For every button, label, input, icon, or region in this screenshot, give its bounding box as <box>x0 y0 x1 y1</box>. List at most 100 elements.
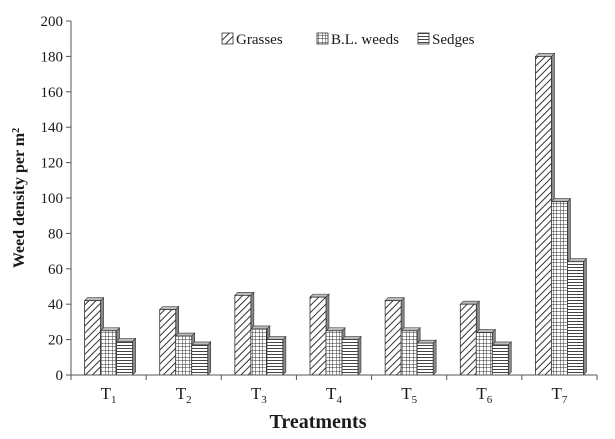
bar-top-face <box>416 339 437 344</box>
x-tick-label-sub: 4 <box>336 394 342 406</box>
legend-item-grasses: Grasses <box>221 32 283 48</box>
bar-top-face <box>550 198 572 202</box>
x-tick-label: T5 <box>401 384 417 406</box>
bar-front-face <box>400 330 418 376</box>
bar-front-face <box>416 342 434 376</box>
bar-side-face <box>432 339 437 376</box>
bar-top-face <box>491 341 513 346</box>
bar-side-face <box>282 335 287 376</box>
bar-front-face <box>551 201 568 376</box>
bar-top-face <box>158 306 180 310</box>
bar-top-face <box>115 338 137 342</box>
bars-group <box>83 52 588 376</box>
x-tick-label: T3 <box>251 384 267 406</box>
bar-sedges-2 <box>190 341 212 376</box>
y-tick-label: 60 <box>48 262 63 278</box>
bar-top-face <box>83 297 105 301</box>
y-tick-label: 120 <box>41 156 64 172</box>
x-tick-label-base: T <box>101 384 112 403</box>
legend-label: Grasses <box>236 32 283 48</box>
y-tick-label: 100 <box>41 191 64 207</box>
y-axis-label-sup: 2 <box>11 128 22 133</box>
bar-top-face <box>459 300 481 305</box>
bar-front-face <box>116 340 133 376</box>
legend-swatch <box>417 32 430 45</box>
bar-top-face <box>99 327 121 332</box>
bar-top-face <box>384 297 405 301</box>
x-ticks-group: T1 T2 T3 T4 T5 T6 T7 <box>70 375 598 406</box>
bar-front-face <box>250 328 268 376</box>
x-tick-label-sub: 1 <box>111 394 117 406</box>
legend-label: B.L. weeds <box>331 32 399 48</box>
bar-front-face <box>384 300 402 376</box>
bar-front-face <box>325 330 343 376</box>
legend-swatch <box>221 32 234 45</box>
x-tick-label-base: T <box>401 384 412 403</box>
y-tick-label: 160 <box>41 85 64 101</box>
bar-top-face <box>400 327 421 332</box>
x-tick-label: T1 <box>101 384 117 406</box>
bar-sedges-3 <box>266 335 287 376</box>
x-tick-label: T2 <box>176 384 192 406</box>
bar-top-face <box>250 325 271 330</box>
x-tick-label-base: T <box>326 384 337 403</box>
x-tick-label-base: T <box>176 384 187 403</box>
bar-top-face <box>190 341 212 346</box>
bar-sedges-1 <box>115 337 137 376</box>
x-tick-label: T4 <box>326 384 342 406</box>
y-ticks-group: 0 20 40 60 80 100 120 140 160 180 200 <box>41 14 71 384</box>
legend: Grasses B.L. weeds Sedges <box>221 32 475 48</box>
y-tick-label: 80 <box>48 226 63 242</box>
x-tick-label-sub: 7 <box>562 394 568 406</box>
bar-front-face <box>191 344 209 376</box>
bar-front-face <box>175 335 193 376</box>
bar-top-face <box>325 327 346 332</box>
x-tick-label-sub: 2 <box>186 394 192 406</box>
bar-top-face <box>266 336 287 340</box>
axes-group <box>70 21 597 376</box>
bar-top-face <box>174 332 196 337</box>
y-tick-label: 20 <box>48 333 63 349</box>
x-axis-label: Treatments <box>269 411 366 433</box>
x-tick-label-base: T <box>251 384 262 403</box>
bar-sedges-5 <box>416 339 437 376</box>
x-tick-label-sub: 6 <box>487 394 493 406</box>
x-tick-label-sub: 3 <box>261 394 267 406</box>
x-tick-label-sub: 5 <box>412 394 418 406</box>
legend-item-sedges: Sedges <box>417 32 475 48</box>
y-tick-label: 140 <box>41 120 64 136</box>
x-tick-label: T7 <box>551 384 567 406</box>
bar-front-face <box>159 309 177 376</box>
bar-front-face <box>459 303 477 376</box>
legend-label: Sedges <box>432 32 475 48</box>
bar-top-face <box>341 336 362 340</box>
bar-front-face <box>535 56 552 376</box>
bar-front-face <box>491 344 509 376</box>
bar-front-face <box>567 261 584 376</box>
bar-top-face <box>234 292 255 296</box>
bar-sedges-4 <box>341 335 362 376</box>
y-tick-label: 180 <box>41 49 64 65</box>
y-tick-label: 40 <box>48 297 63 313</box>
bar-sedges-7 <box>566 257 588 376</box>
bar-sedges-6 <box>491 341 513 376</box>
bar-b-l-weeds-3 <box>250 325 271 376</box>
x-tick-label-base: T <box>476 384 487 403</box>
bar-side-face <box>357 335 362 376</box>
bar-front-face <box>309 296 327 376</box>
legend-item-b-l-weeds: B.L. weeds <box>316 32 399 48</box>
y-tick-label: 200 <box>41 14 64 30</box>
bar-front-face <box>341 339 359 376</box>
bar-side-face <box>507 341 512 376</box>
bar-top-face <box>534 53 556 57</box>
bar-side-face <box>132 337 136 376</box>
x-tick-label: T6 <box>476 384 492 406</box>
bar-top-face <box>309 293 330 298</box>
bar-front-face <box>100 330 117 376</box>
bar-side-face <box>207 341 212 376</box>
legend-swatch <box>316 32 329 45</box>
y-axis-label-main: Weed density per m <box>11 132 28 268</box>
bar-top-face <box>566 258 588 263</box>
x-tick-label-base: T <box>551 384 562 403</box>
